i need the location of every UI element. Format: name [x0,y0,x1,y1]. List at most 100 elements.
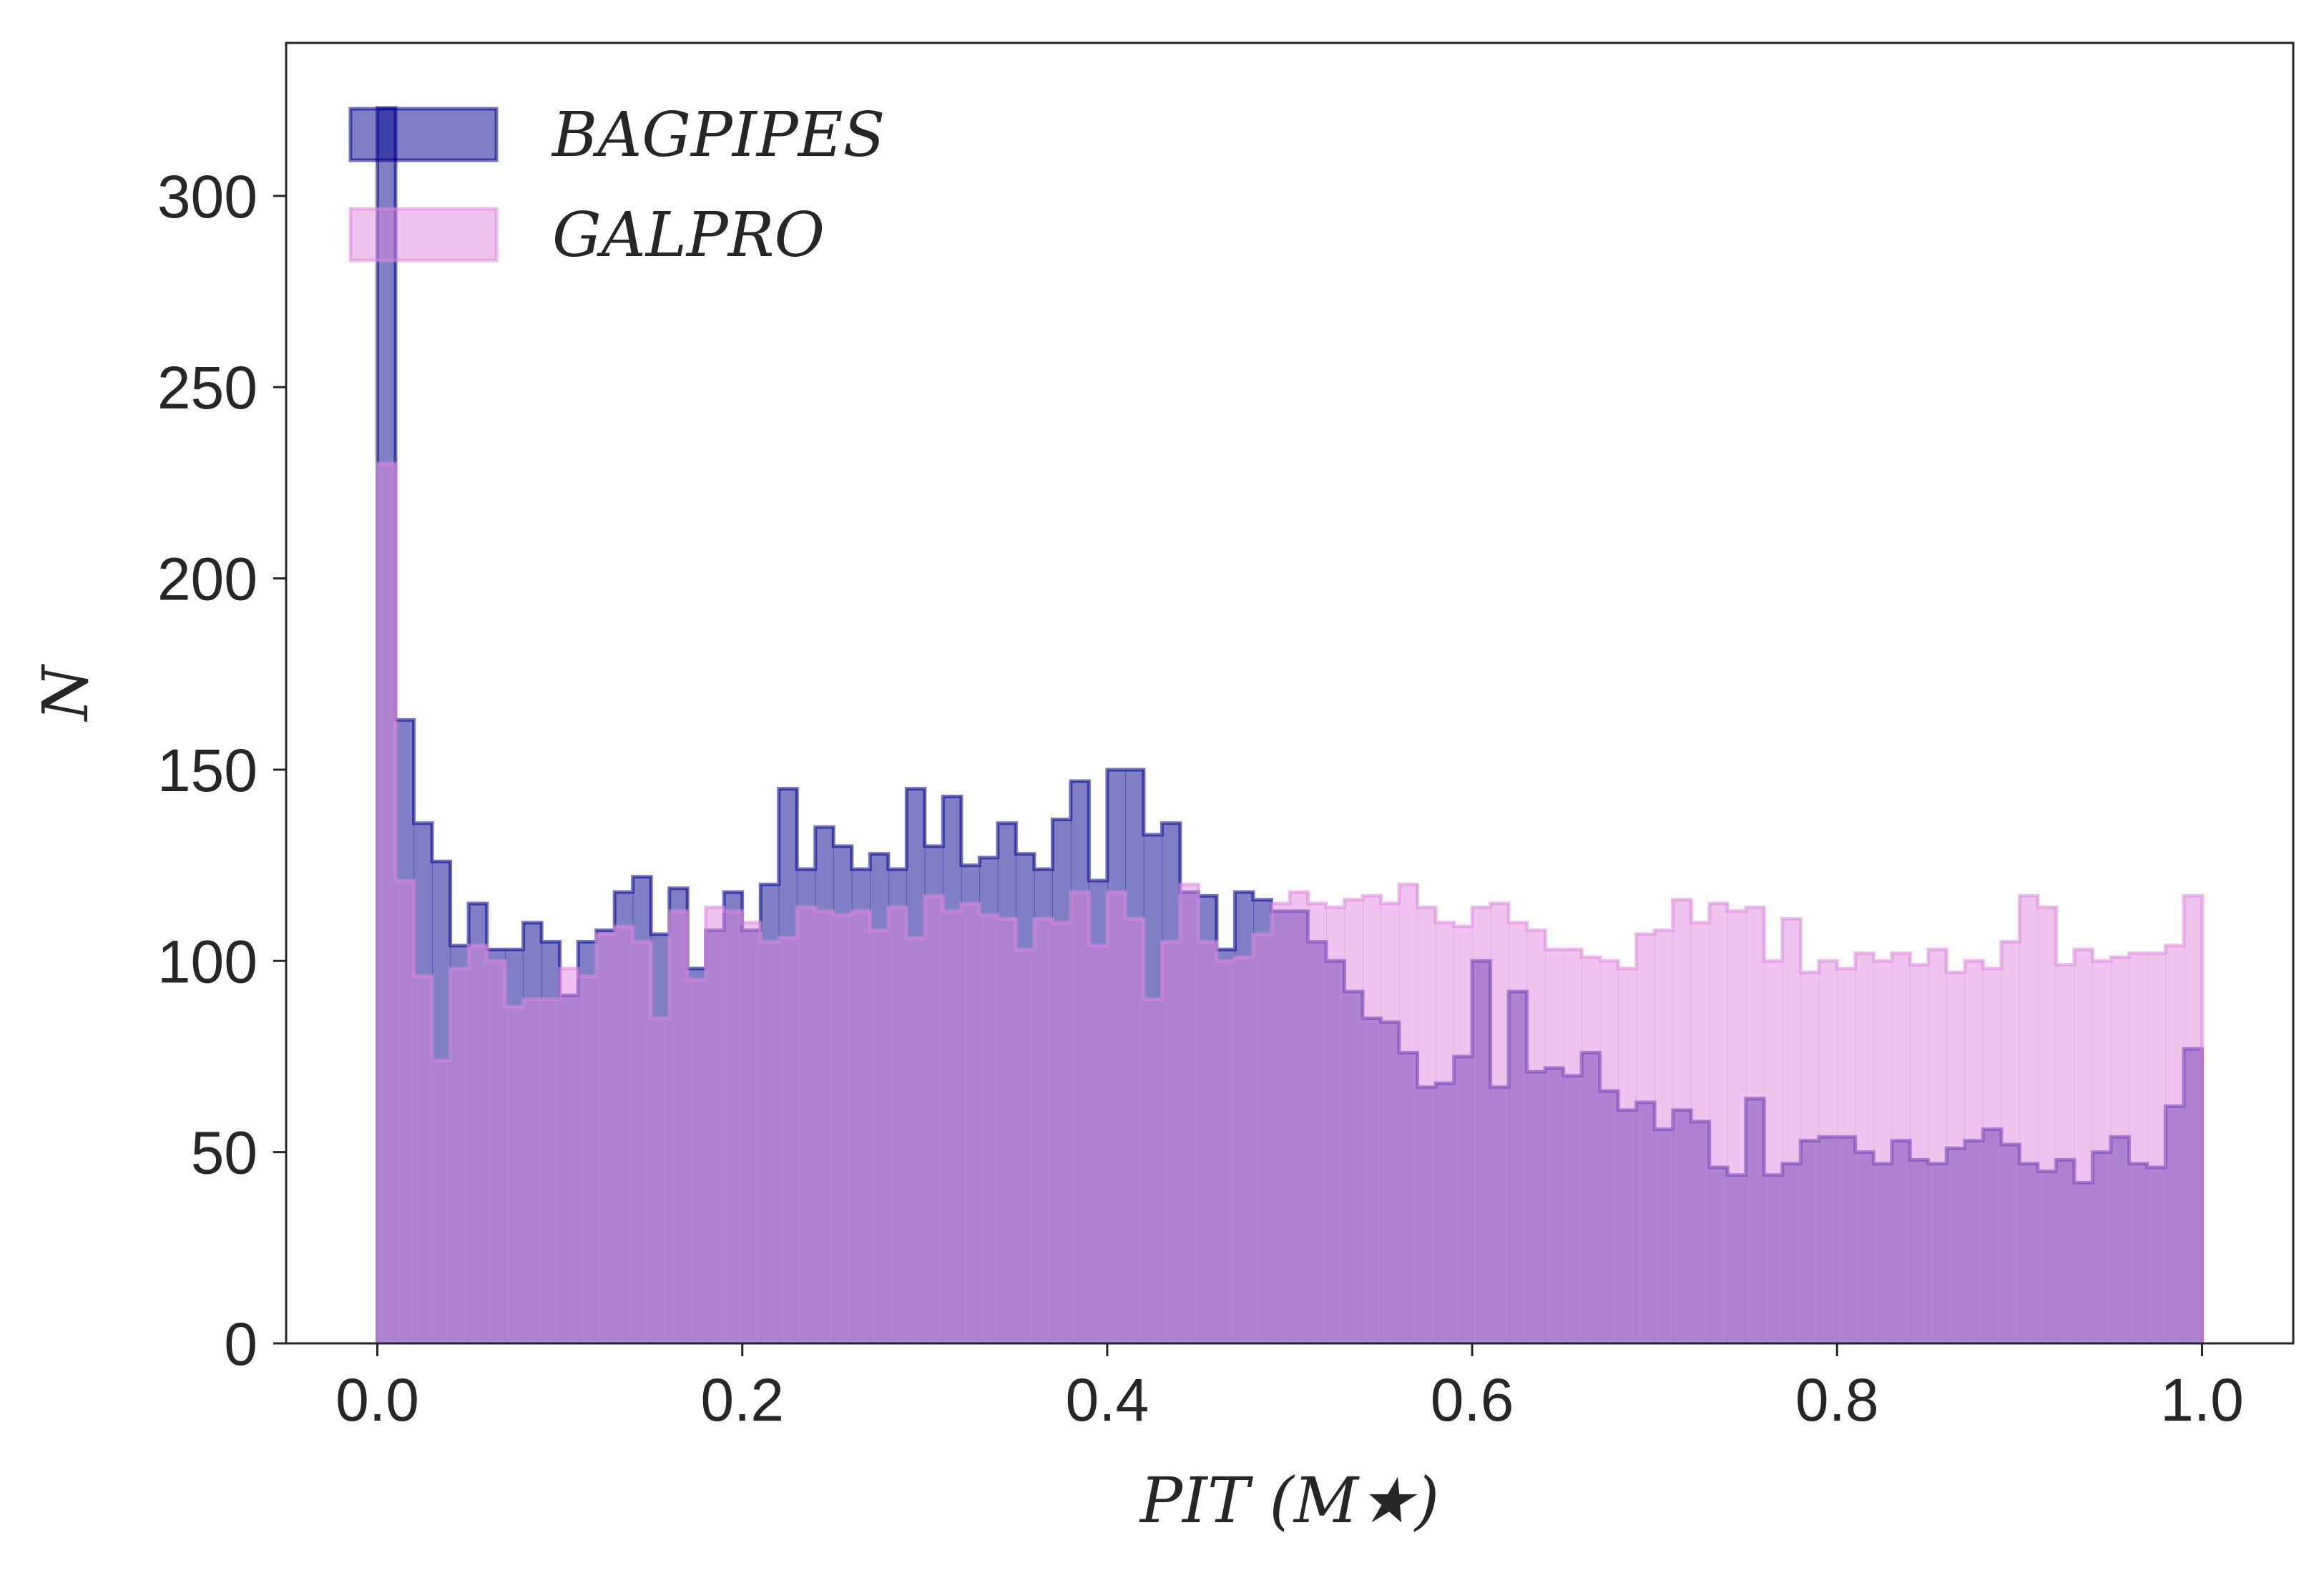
bar-galpro-81 [1855,953,1874,1343]
bar-galpro-54 [1363,896,1382,1343]
bar-galpro-30 [924,896,943,1343]
bar-galpro-84 [1910,964,1929,1343]
bar-galpro-98 [2165,945,2185,1343]
bar-galpro-31 [943,911,962,1343]
bar-galpro-67 [1599,961,1619,1343]
legend-swatch-galpro [348,207,499,263]
bar-galpro-33 [979,915,999,1343]
y-tick-label-3: 150 [157,737,258,804]
bar-galpro-36 [1034,918,1053,1343]
bar-galpro-91 [2037,907,2056,1343]
x-axis-ticks: 0.0 0.2 0.4 0.6 0.8 1.0 [335,1343,2244,1434]
bar-galpro-7 [505,1006,524,1343]
outline-galpro [376,461,2204,1343]
bar-galpro-40 [1107,892,1127,1343]
bar-galpro-60 [1472,907,1491,1343]
bar-galpro-72 [1691,922,1710,1343]
bar-galpro-47 [1235,956,1254,1343]
bar-galpro-83 [1891,953,1911,1343]
bar-galpro-68 [1618,968,1637,1343]
bar-galpro-88 [1983,968,2002,1343]
bar-galpro-71 [1672,899,1692,1343]
bar-galpro-65 [1563,949,1582,1343]
bar-galpro-38 [1070,892,1089,1343]
x-tick-label-3: 0.6 [1431,1366,1514,1434]
y-tick-label-6: 300 [157,163,258,230]
bar-galpro-93 [2074,949,2093,1343]
bar-galpro-45 [1198,941,1217,1343]
bar-galpro-49 [1271,903,1290,1343]
bar-galpro-96 [2129,953,2148,1343]
bar-galpro-95 [2110,956,2130,1343]
bar-galpro-97 [2147,953,2167,1343]
y-tick-label-2: 100 [157,928,258,995]
bar-galpro-85 [1928,949,1947,1343]
bar-galpro-89 [2001,941,2020,1343]
x-tick-label-2: 0.4 [1066,1366,1149,1434]
bar-galpro-62 [1509,922,1528,1343]
bar-galpro-14 [632,941,652,1343]
bar-galpro-78 [1800,972,1820,1343]
y-axis-title: N [29,664,102,722]
bar-galpro-55 [1381,903,1400,1343]
bar-galpro-66 [1582,956,1601,1343]
bar-galpro-79 [1818,961,1838,1343]
bar-galpro-56 [1399,884,1418,1343]
bar-galpro-6 [486,961,506,1343]
y-tick-label-5: 250 [157,354,258,421]
legend-swatch-bagpipes [348,107,499,162]
bar-galpro-17 [687,980,707,1343]
x-tick-label-4: 0.8 [1795,1366,1879,1434]
bar-galpro-16 [669,911,688,1343]
bar-galpro-69 [1636,933,1655,1343]
bar-galpro-73 [1709,903,1728,1343]
bar-galpro-48 [1252,933,1273,1343]
bar-galpro-77 [1782,918,1801,1343]
bar-galpro-35 [1016,949,1035,1343]
bar-galpro-10 [559,968,579,1343]
bar-galpro-3 [432,1060,451,1343]
bar-galpro-86 [1946,972,1966,1343]
bar-galpro-2 [413,976,433,1343]
y-tick-label-1: 50 [191,1119,258,1187]
bar-galpro-53 [1344,899,1363,1343]
bar-galpro-92 [2056,964,2075,1343]
bar-galpro-28 [888,907,907,1343]
bar-galpro-24 [815,911,834,1343]
bar-galpro-26 [851,911,871,1343]
bar-galpro-4 [450,968,469,1343]
bar-galpro-5 [469,945,488,1343]
bar-galpro-15 [651,1018,670,1343]
bar-galpro-41 [1125,918,1144,1343]
bar-galpro-9 [541,999,561,1343]
bar-galpro-61 [1490,903,1509,1343]
bar-galpro-25 [833,915,853,1343]
bar-galpro-23 [797,907,816,1343]
bar-galpro-13 [614,926,634,1343]
bar-galpro-19 [724,911,743,1343]
bar-galpro-27 [870,930,889,1343]
x-tick-label-1: 0.2 [700,1366,784,1434]
bar-galpro-59 [1453,926,1473,1343]
bar-galpro-90 [2019,896,2039,1343]
bar-galpro-63 [1526,930,1546,1343]
bar-galpro-76 [1764,961,1783,1343]
bar-galpro-34 [997,918,1016,1343]
bar-galpro-22 [778,938,798,1343]
bar-galpro-64 [1545,949,1564,1343]
x-tick-label-0: 0.0 [335,1366,419,1434]
x-axis-title: PIT (M★) [1139,1464,1439,1537]
bar-galpro-11 [578,976,597,1343]
x-tick-label-5: 1.0 [2160,1366,2244,1434]
bar-galpro-74 [1727,911,1747,1343]
bar-galpro-8 [523,999,542,1343]
bar-galpro-58 [1436,922,1455,1343]
bar-galpro-1 [396,881,415,1343]
y-tick-label-4: 200 [157,546,258,613]
bar-galpro-32 [961,903,980,1343]
bar-galpro-51 [1308,903,1327,1343]
bar-galpro-21 [760,941,780,1343]
legend-label-galpro: GALPRO [552,200,825,271]
bar-galpro-18 [705,907,725,1343]
